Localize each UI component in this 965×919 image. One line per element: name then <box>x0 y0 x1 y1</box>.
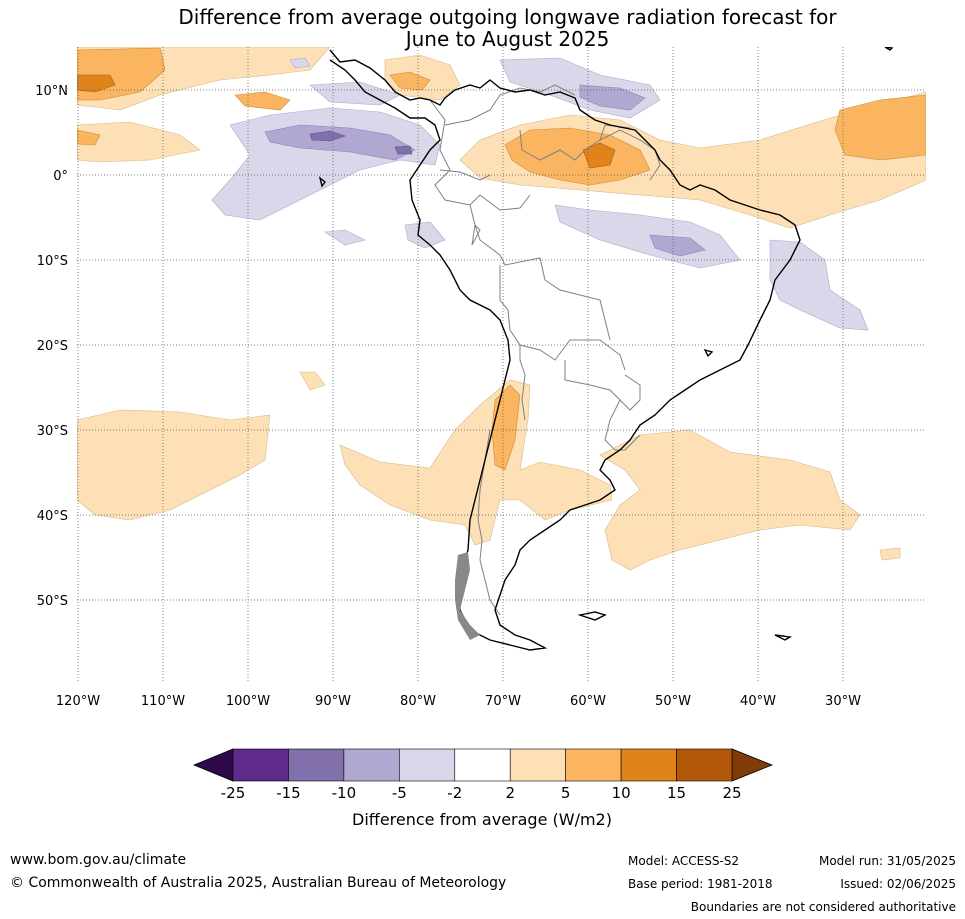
patagonia-islands <box>455 552 480 640</box>
copyright-text: © Commonwealth of Australia 2025, Austra… <box>10 875 507 891</box>
colorbar-tick-label: -25 <box>221 784 246 802</box>
positive-anomaly-area <box>299 371 326 391</box>
colorbar-segment <box>565 748 622 782</box>
lon-label: 50°W <box>655 694 691 709</box>
graticule <box>77 47 926 683</box>
positive-anomaly-area <box>389 71 431 91</box>
positive-anomaly-area <box>599 429 861 571</box>
map-title-line2: June to August 2025 <box>405 27 610 51</box>
lat-label: 50°S <box>37 594 68 609</box>
colorbar-segment <box>509 748 566 782</box>
lat-label: 20°S <box>37 339 68 354</box>
lon-label: 110°W <box>141 694 185 709</box>
lat-label: 30°S <box>37 424 68 439</box>
colorbar-tick-label: -10 <box>332 784 357 802</box>
coastline <box>703 348 714 358</box>
positive-anomaly-area <box>77 121 201 163</box>
negative-anomaly-area <box>324 229 366 246</box>
negative-anomaly-area <box>211 107 441 221</box>
colorbar-tick-label: 2 <box>505 784 515 802</box>
country-border <box>564 360 641 411</box>
coastline <box>329 49 801 651</box>
negative-anomaly-area <box>309 130 346 142</box>
country-border <box>604 399 641 451</box>
colorbar-tick-label: -2 <box>447 784 462 802</box>
country-border <box>444 84 576 126</box>
positive-anomaly-area <box>77 409 271 521</box>
country-border <box>499 265 626 371</box>
issued-date: Issued: 02/06/2025 <box>840 877 956 891</box>
positive-anomaly-area <box>582 142 616 169</box>
lat-label: 40°S <box>37 509 68 524</box>
positive-anomaly-area <box>834 94 926 161</box>
colorbar-segment <box>399 748 456 782</box>
coastline <box>318 176 326 188</box>
negative-anomaly-area <box>579 84 646 111</box>
positive-anomaly-area <box>339 379 613 546</box>
lon-label: 120°W <box>56 694 100 709</box>
negative-anomaly-area <box>289 57 311 69</box>
lon-label: 60°W <box>570 694 606 709</box>
country-borders <box>429 84 661 616</box>
negative-anomaly-area <box>554 204 741 269</box>
lon-label: 30°W <box>825 694 861 709</box>
colorbar-segment <box>288 748 345 782</box>
model-run: Model run: 31/05/2025 <box>818 854 956 868</box>
positive-anomaly-area <box>234 91 291 111</box>
colorbar-tick-label: 5 <box>561 784 571 802</box>
colorbar-tick-label: 10 <box>612 784 631 802</box>
map-title-line1: Difference from average outgoing longwav… <box>178 5 837 29</box>
negative-anomaly-area <box>309 81 401 106</box>
lon-label: 40°W <box>740 694 776 709</box>
colorbar: -25 -15 -10 -5 -2 2 5 10 15 25 Difference from av… <box>192 748 774 829</box>
colorbar-tick-label: -15 <box>276 784 301 802</box>
negative-anomaly-area <box>394 145 413 155</box>
colorbar-tick-label: -5 <box>392 784 407 802</box>
website-link[interactable]: www.bom.gov.au/climate <box>10 852 187 868</box>
country-border <box>439 169 491 181</box>
colorbar-over-arrow <box>731 748 774 782</box>
colorbar-segment <box>454 748 511 782</box>
coastlines <box>318 47 894 651</box>
longitude-labels: 120°W 110°W 100°W 90°W 80°W 70°W 60°W 50… <box>56 694 861 709</box>
positive-anomaly-area <box>77 129 101 146</box>
base-period: Base period: 1981-2018 <box>628 877 773 891</box>
positive-anomaly-area <box>879 547 901 561</box>
country-border <box>519 345 526 421</box>
colorbar-under-arrow <box>192 748 234 782</box>
lon-label: 100°W <box>226 694 270 709</box>
positive-anomaly-area <box>459 91 926 229</box>
lon-label: 80°W <box>400 694 436 709</box>
colorbar-tick-label: 15 <box>667 784 686 802</box>
colorbar-segment <box>232 748 289 782</box>
country-border <box>469 204 611 341</box>
colorbar-segment <box>620 748 677 782</box>
lon-label: 90°W <box>315 694 351 709</box>
colorbar-tick-label: 25 <box>722 784 741 802</box>
colorbar-label: Difference from average (W/m2) <box>352 810 612 829</box>
positive-anomaly-area <box>77 74 116 93</box>
negative-anomaly-area <box>769 239 869 331</box>
coastline <box>774 634 793 641</box>
country-border <box>471 223 481 246</box>
anomaly-shading <box>77 47 926 571</box>
model-name: Model: ACCESS-S2 <box>628 854 740 868</box>
coastline <box>577 611 607 621</box>
negative-anomaly-area <box>264 124 416 161</box>
country-border <box>429 99 531 211</box>
negative-anomaly-area <box>404 221 446 249</box>
island <box>455 552 480 640</box>
colorbar-segment <box>676 748 733 782</box>
latitude-labels: 10°N 0° 10°S 20°S 30°S 40°S 50°S <box>35 84 68 609</box>
negative-anomaly-area <box>649 234 706 257</box>
lat-label: 10°S <box>37 254 68 269</box>
lon-label: 70°W <box>485 694 521 709</box>
colorbar-segment <box>343 748 400 782</box>
coastline <box>884 47 894 51</box>
lat-label: 0° <box>53 169 68 184</box>
country-border <box>477 429 501 616</box>
boundaries-note: Boundaries are not considered authoritat… <box>690 900 956 914</box>
lat-label: 10°N <box>35 84 68 99</box>
